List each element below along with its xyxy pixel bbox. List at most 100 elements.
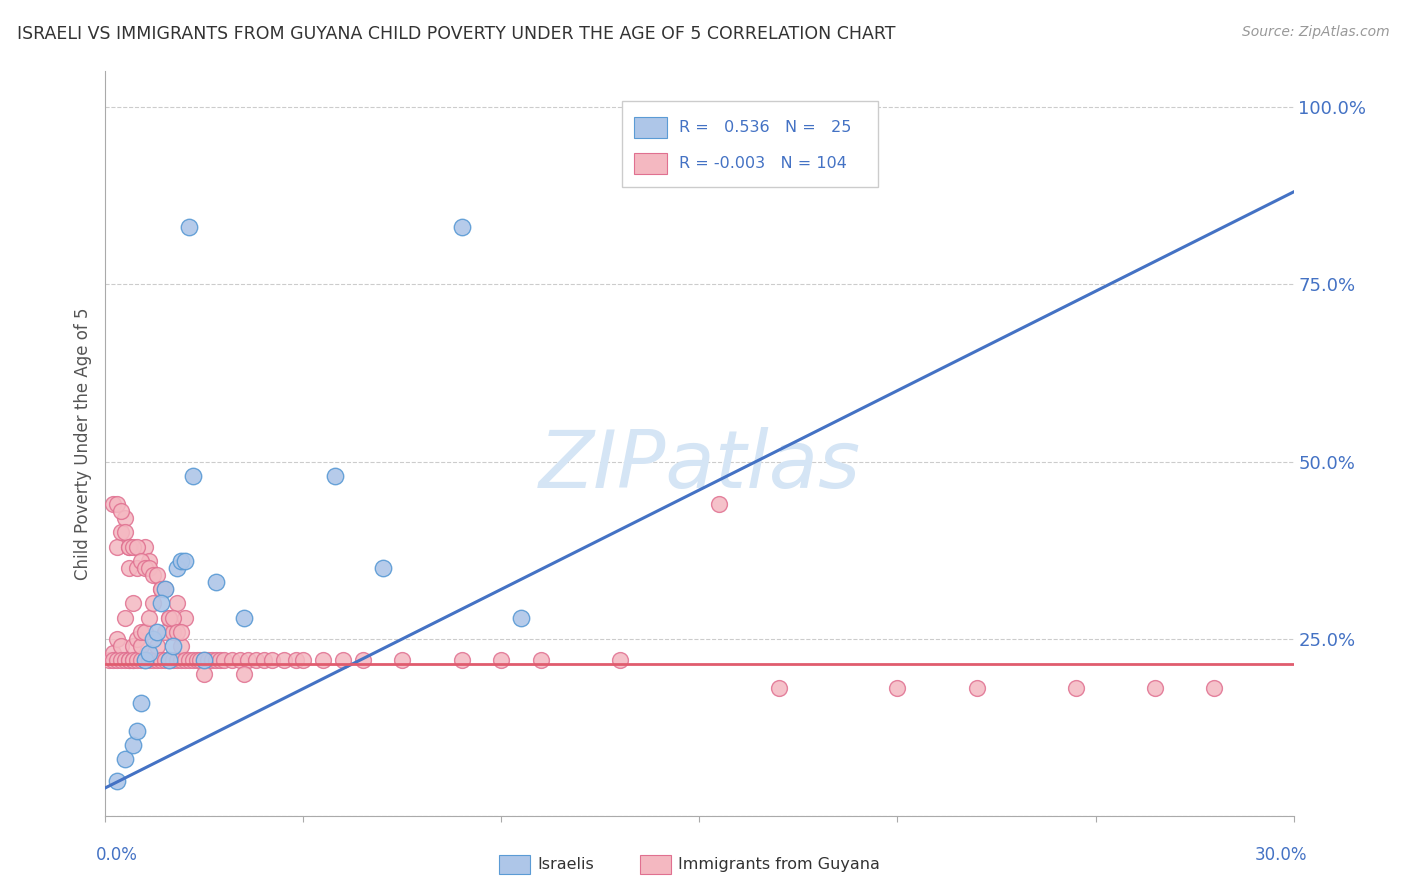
Point [229,653,252,667]
Point [209,653,232,667]
Point [170,624,193,639]
Point [709,497,731,511]
Text: 30.0%: 30.0% [1256,846,1308,863]
Point [114,752,136,766]
Point [245,653,267,667]
Point [105,540,128,554]
Point [110,525,132,540]
Text: ISRAELI VS IMMIGRANTS FROM GUYANA CHILD POVERTY UNDER THE AGE OF 5 CORRELATION C: ISRAELI VS IMMIGRANTS FROM GUYANA CHILD … [17,25,896,43]
Point [98,653,121,667]
Point [142,632,165,646]
Point [122,653,145,667]
Point [221,653,243,667]
Point [146,568,169,582]
Point [134,540,156,554]
Point [181,468,204,483]
Point [292,653,315,667]
Point [157,610,180,624]
Point [110,653,132,667]
Point [197,653,219,667]
Point [162,624,184,639]
Point [129,639,152,653]
Point [134,653,156,667]
Point [312,653,335,667]
Point [530,653,553,667]
Y-axis label: Child Poverty Under the Age of 5: Child Poverty Under the Age of 5 [73,308,91,580]
Point [138,610,160,624]
Point [127,561,149,575]
Point [166,596,188,610]
Text: Source: ZipAtlas.com: Source: ZipAtlas.com [1241,25,1389,39]
Point [127,653,149,667]
Point [173,554,195,568]
Text: Israelis: Israelis [537,857,593,871]
Point [114,653,136,667]
Bar [634,117,668,137]
Point [138,653,160,667]
Point [138,554,160,568]
Point [105,497,128,511]
Point [142,596,165,610]
Point [114,525,136,540]
Point [138,646,160,660]
Point [273,653,295,667]
Point [103,497,125,511]
Point [134,561,156,575]
Point [118,653,141,667]
Text: ZIPatlas: ZIPatlas [538,427,860,505]
Point [134,624,156,639]
Point [966,681,988,696]
Point [103,653,125,667]
Point [153,582,176,597]
Point [105,653,128,667]
Point [236,653,259,667]
Point [146,624,169,639]
Point [153,582,176,597]
Point [162,653,184,667]
Point [105,773,128,788]
Point [201,653,224,667]
Point [149,582,172,597]
Point [181,653,204,667]
Point [1204,681,1226,696]
Text: 0.0%: 0.0% [96,846,138,863]
Point [153,653,176,667]
Point [166,653,188,667]
Point [138,561,160,575]
Point [129,624,152,639]
Point [510,610,533,624]
Point [233,610,256,624]
Point [153,624,176,639]
Point [114,610,136,624]
Point [260,653,283,667]
Point [122,540,145,554]
Point [177,220,200,235]
Point [157,653,180,667]
Point [127,632,149,646]
Point [105,632,128,646]
Point [609,653,631,667]
Point [122,596,145,610]
Point [768,681,790,696]
Point [186,653,208,667]
Point [491,653,513,667]
Point [122,738,145,752]
Point [193,667,215,681]
Point [193,653,215,667]
Point [233,667,256,681]
Point [146,639,169,653]
Text: R =   0.536   N =   25: R = 0.536 N = 25 [679,120,852,135]
Point [190,653,212,667]
Point [162,639,184,653]
Point [114,511,136,525]
Point [450,653,472,667]
Bar [634,153,668,174]
Point [193,653,215,667]
Point [284,653,307,667]
Point [1064,681,1087,696]
Point [127,540,149,554]
Point [170,639,193,653]
Point [129,554,152,568]
Point [205,575,228,590]
Point [173,653,195,667]
